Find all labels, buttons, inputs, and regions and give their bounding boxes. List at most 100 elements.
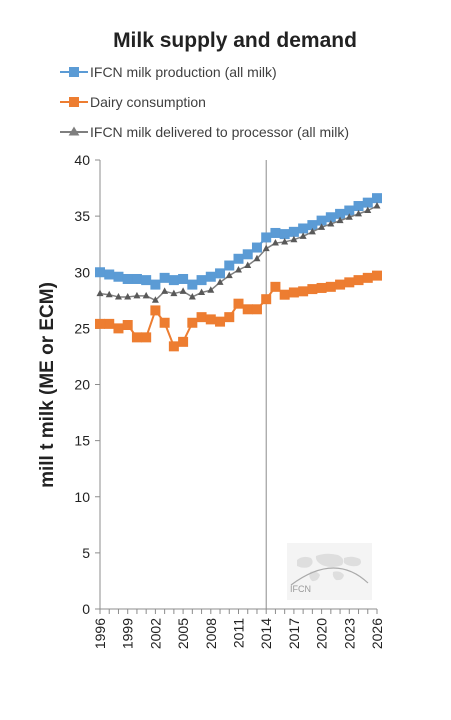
data-point	[253, 254, 261, 262]
legend-marker-delivered	[68, 126, 80, 136]
data-point	[316, 282, 327, 293]
data-point	[105, 290, 113, 298]
data-point	[113, 323, 124, 334]
data-point	[188, 292, 196, 300]
data-point	[207, 286, 215, 293]
data-point	[242, 249, 253, 260]
data-point	[235, 266, 242, 273]
x-tick-label: 2002	[147, 618, 163, 649]
data-point	[362, 272, 373, 283]
data-point	[290, 235, 298, 243]
data-point	[336, 216, 344, 224]
x-tick-label: 2026	[369, 618, 385, 649]
data-point	[233, 298, 244, 309]
data-point	[224, 312, 235, 323]
y-tick-label: 20	[74, 377, 90, 393]
x-tick-label: 2017	[286, 618, 302, 649]
data-point	[216, 278, 224, 285]
data-point	[198, 288, 206, 295]
data-point	[353, 201, 364, 212]
data-point	[279, 289, 290, 300]
ifcn-watermark: IFCN	[287, 543, 372, 600]
y-tick-label: 10	[74, 489, 90, 505]
data-point	[307, 284, 318, 295]
legend-label-consumption: Dairy consumption	[90, 94, 206, 110]
y-tick-label: 35	[74, 208, 90, 224]
data-point	[196, 275, 207, 286]
legend-marker-production	[69, 67, 79, 77]
legend-label-delivered: IFCN milk delivered to processor (all mi…	[90, 124, 349, 140]
data-point	[271, 239, 279, 246]
data-point	[298, 223, 309, 234]
data-point	[122, 320, 133, 331]
data-point	[95, 267, 105, 278]
data-point	[299, 232, 307, 239]
x-tick-label: 2014	[258, 618, 274, 649]
data-point	[179, 287, 187, 294]
data-point	[288, 287, 299, 298]
x-tick-label: 2011	[231, 618, 247, 648]
data-point	[150, 279, 161, 290]
y-tick-label: 5	[82, 545, 90, 561]
data-point	[327, 219, 335, 227]
y-tick-label: 40	[74, 152, 90, 168]
data-point	[355, 209, 363, 217]
data-point	[178, 336, 189, 347]
data-point	[170, 289, 178, 297]
legend-item-consumption[interactable]: Dairy consumption	[60, 94, 206, 110]
data-point	[308, 227, 316, 235]
data-point	[372, 270, 382, 281]
data-point	[205, 271, 216, 282]
data-point	[251, 304, 262, 315]
legend: IFCN milk production (all milk) Dairy co…	[60, 64, 349, 140]
data-point	[244, 261, 252, 269]
data-point	[279, 229, 290, 240]
data-point	[142, 291, 150, 299]
data-point	[298, 286, 309, 297]
data-point	[159, 272, 170, 283]
data-point	[270, 281, 281, 292]
data-point	[187, 279, 198, 290]
data-point	[261, 294, 272, 305]
data-point	[344, 277, 355, 288]
data-point	[187, 317, 198, 328]
data-point	[141, 275, 152, 286]
series-1	[95, 270, 382, 352]
data-point	[205, 314, 216, 325]
data-point	[215, 268, 226, 279]
data-point	[104, 318, 115, 329]
y-tick-label: 25	[74, 320, 90, 336]
series-2	[96, 202, 381, 303]
data-point	[262, 244, 270, 252]
data-point	[225, 271, 233, 279]
data-point	[233, 253, 244, 264]
data-point	[196, 312, 207, 323]
data-point	[353, 275, 364, 286]
data-point	[215, 316, 226, 327]
data-point	[318, 223, 326, 230]
data-point	[150, 305, 161, 316]
series-group	[95, 193, 382, 352]
data-point	[113, 271, 124, 282]
series-0	[95, 193, 382, 290]
x-tick-label: 1996	[92, 618, 108, 649]
x-tick-label: 2023	[341, 618, 357, 649]
data-point	[95, 318, 105, 329]
y-axis-label: mill t milk (ME or ECM)	[37, 282, 58, 488]
data-point	[141, 332, 152, 343]
data-point	[96, 289, 104, 297]
data-point	[161, 287, 169, 294]
data-point	[251, 242, 262, 253]
data-point	[133, 291, 141, 299]
data-point	[281, 237, 289, 245]
legend-item-delivered[interactable]: IFCN milk delivered to processor (all mi…	[60, 124, 349, 140]
data-point	[122, 273, 133, 284]
data-point	[159, 317, 170, 328]
x-tick-label: 2005	[175, 618, 191, 649]
data-point	[364, 206, 372, 214]
y-tick-label: 30	[74, 264, 90, 280]
data-point	[270, 227, 281, 238]
data-point	[345, 213, 353, 220]
legend-item-production[interactable]: IFCN milk production (all milk)	[60, 64, 277, 80]
